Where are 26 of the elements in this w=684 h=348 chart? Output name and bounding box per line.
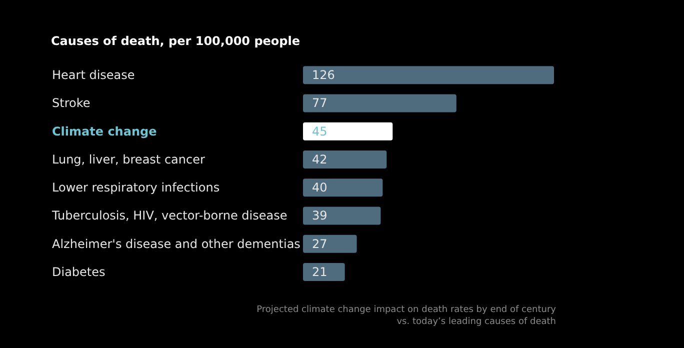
bar: [303, 262, 345, 281]
bar: [303, 206, 381, 225]
bar: [303, 122, 393, 140]
y-tick-label: Heart disease: [52, 68, 135, 82]
bar: [303, 178, 383, 197]
bar: [303, 150, 387, 168]
data-label: 39: [312, 208, 328, 223]
y-tick-label: Diabetes: [52, 264, 106, 279]
y-tick-label: Tuberculosis, HIV, vector-borne disease: [51, 208, 288, 223]
y-tick-label: Climate change: [52, 124, 157, 138]
data-label: 21: [312, 264, 328, 279]
data-label: 77: [312, 96, 328, 110]
data-label: 40: [312, 180, 328, 195]
text: Causes of death, per 100,000 people: [51, 34, 300, 48]
bar: [303, 66, 554, 84]
y-tick-label: Lung, liver, breast cancer: [52, 152, 205, 166]
data-label: 45: [312, 124, 328, 138]
bar: [303, 234, 357, 253]
bar: [303, 94, 456, 112]
y-tick-label: Lower respiratory infections: [52, 180, 220, 195]
y-tick-label: Stroke: [52, 96, 90, 110]
text: Projected climate change impact on death rates by end of century vs. today’s leading causes of death: [256, 305, 557, 327]
data-label: 42: [312, 152, 328, 166]
data-label: 27: [312, 236, 328, 251]
data-label: 126: [312, 68, 335, 82]
y-tick-label: Alzheimer's disease and other dementias: [52, 236, 300, 251]
